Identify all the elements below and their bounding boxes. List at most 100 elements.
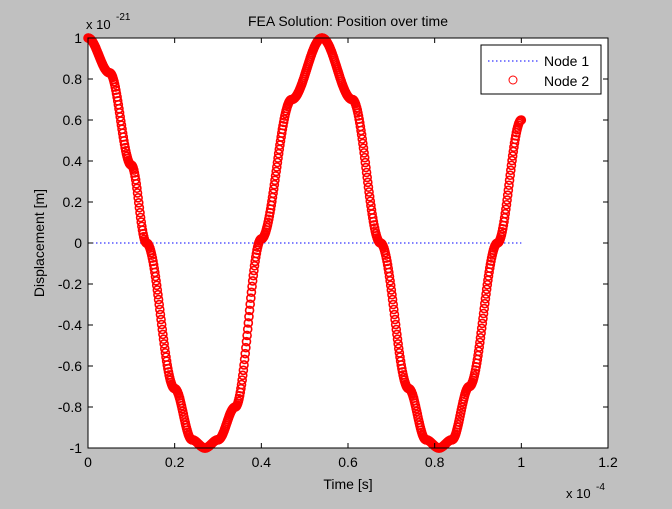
data-point-node-2 xyxy=(393,343,404,354)
chart-title: FEA Solution: Position over time xyxy=(248,13,448,29)
y-axis-label: Displacement [m] xyxy=(31,189,47,297)
data-point-node-2 xyxy=(387,294,398,305)
data-point-node-2 xyxy=(239,354,250,365)
data-point-node-2 xyxy=(481,284,492,295)
x-tick-label: 0 xyxy=(84,454,92,470)
data-point-node-2 xyxy=(475,333,486,343)
data-point-node-2 xyxy=(247,276,258,286)
y-tick-label: 0.2 xyxy=(63,194,83,210)
data-point-node-2 xyxy=(481,289,491,299)
y-tick-label: 1 xyxy=(74,30,82,46)
x-tick-label: 0.2 xyxy=(165,454,185,470)
y-tick-label: -1 xyxy=(70,440,83,456)
data-point-node-2 xyxy=(243,318,254,328)
y-multiplier-exponent: -21 xyxy=(116,12,131,23)
data-point-node-2 xyxy=(485,259,496,270)
data-point-node-2 xyxy=(390,314,400,325)
legend: Node 1 Node 2 xyxy=(480,44,602,95)
data-point-node-2 xyxy=(244,311,254,322)
data-point-node-2 xyxy=(507,155,517,166)
data-point-node-2 xyxy=(502,190,513,200)
data-point-node-2 xyxy=(159,343,170,354)
data-point-node-2 xyxy=(137,225,148,236)
data-point-node-2 xyxy=(364,187,374,197)
data-point-node-2 xyxy=(239,360,249,370)
data-point-node-2 xyxy=(506,165,516,176)
data-point-node-2 xyxy=(151,280,162,291)
data-point-node-2 xyxy=(134,202,145,213)
data-point-node-2 xyxy=(392,334,403,345)
data-point-node-2 xyxy=(504,175,515,186)
data-point-node-2 xyxy=(156,319,167,330)
data-point-node-2 xyxy=(242,330,252,341)
data-point-node-2 xyxy=(363,177,373,188)
data-point-node-2 xyxy=(133,193,143,203)
data-point-node-2 xyxy=(476,323,487,334)
data-point-node-2 xyxy=(242,324,253,335)
data-point-node-2 xyxy=(272,157,283,168)
data-point-node-2 xyxy=(476,328,486,338)
data-point-node-2 xyxy=(365,196,376,207)
data-point-node-2 xyxy=(368,216,379,227)
series-node-2 xyxy=(83,33,527,453)
data-point-node-2 xyxy=(384,271,395,282)
data-point-node-2 xyxy=(238,365,249,376)
data-point-node-2 xyxy=(386,285,397,295)
data-point-node-2 xyxy=(152,285,163,295)
data-point-node-2 xyxy=(361,167,372,178)
data-point-node-2 xyxy=(241,336,252,347)
data-point-node-2 xyxy=(393,339,403,349)
data-point-node-2 xyxy=(135,212,146,223)
x-tick-label: 1 xyxy=(517,454,525,470)
data-point-node-2 xyxy=(246,293,256,303)
data-point-node-2 xyxy=(356,129,367,140)
data-point-node-2 xyxy=(273,153,283,163)
y-tick-label: -0.2 xyxy=(58,276,82,292)
data-point-node-2 xyxy=(158,334,169,345)
data-point-node-2 xyxy=(155,304,165,315)
data-point-node-2 xyxy=(501,199,512,210)
data-point-node-2 xyxy=(385,280,396,291)
data-point-node-2 xyxy=(247,281,257,292)
legend-label-node-1: Node 1 xyxy=(544,53,589,69)
x-tick-label: 0.6 xyxy=(338,454,358,470)
data-point-node-2 xyxy=(237,370,248,381)
data-point-node-2 xyxy=(477,318,488,329)
data-point-node-2 xyxy=(357,134,368,144)
x-multiplier: x 10 xyxy=(566,486,591,501)
data-point-node-2 xyxy=(156,314,166,325)
y-tick-label: 0.8 xyxy=(63,71,83,87)
data-point-node-2 xyxy=(154,299,164,310)
data-point-node-2 xyxy=(478,308,489,319)
y-tick-label: -0.8 xyxy=(58,399,82,415)
data-point-node-2 xyxy=(135,207,145,218)
data-point-node-2 xyxy=(272,162,282,172)
data-point-node-2 xyxy=(364,191,375,202)
data-point-node-2 xyxy=(361,162,371,173)
data-point-node-2 xyxy=(270,171,281,181)
data-point-node-2 xyxy=(162,360,173,370)
y-tick-label: 0.4 xyxy=(63,153,83,169)
data-point-node-2 xyxy=(245,299,255,310)
data-point-node-2 xyxy=(362,172,372,183)
data-point-node-2 xyxy=(158,329,168,340)
data-point-node-2 xyxy=(480,293,491,304)
data-point-node-2 xyxy=(385,276,395,286)
data-point-node-2 xyxy=(246,287,257,298)
legend-box xyxy=(480,44,602,95)
data-point-node-2 xyxy=(131,179,142,189)
data-point-node-2 xyxy=(153,294,164,305)
data-point-node-2 xyxy=(475,337,485,348)
data-point-node-2 xyxy=(236,379,247,390)
data-point-node-2 xyxy=(387,289,397,300)
y-tick-label: -0.6 xyxy=(58,358,82,374)
y-tick-label: 0 xyxy=(74,235,82,251)
data-point-node-2 xyxy=(363,182,374,193)
data-point-node-2 xyxy=(271,166,281,177)
x-tick-label: 0.8 xyxy=(425,454,445,470)
data-point-node-2 xyxy=(478,313,488,324)
data-point-node-2 xyxy=(249,265,259,276)
data-point-node-2 xyxy=(507,151,518,161)
